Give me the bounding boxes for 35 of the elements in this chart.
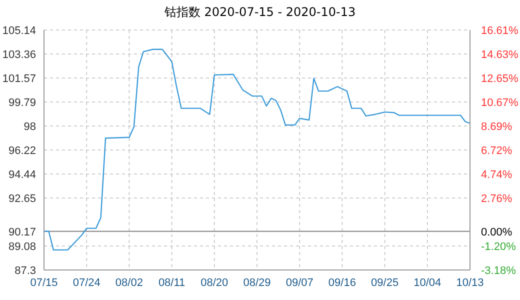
- line-series: [44, 48, 470, 251]
- y-tick-label: 101.57: [2, 72, 36, 85]
- y-tick-label: 103.36: [2, 48, 36, 61]
- y2-tick-label: 16.61%: [481, 25, 519, 37]
- y2-tick-label: 10.67%: [481, 97, 519, 110]
- x-tick-label: 07/24: [72, 276, 100, 289]
- x-tick-label: 08/29: [243, 276, 271, 289]
- x-tick-label: 08/20: [200, 276, 228, 289]
- x-tick-label: 08/11: [158, 276, 186, 289]
- y2-tick-label: 14.63%: [481, 49, 519, 62]
- x-tick-label: 09/07: [286, 276, 314, 289]
- y-tick-label: 92.65: [8, 192, 36, 205]
- y-tick-label: 90.17: [8, 226, 36, 238]
- x-tick-label: 10/13: [456, 276, 484, 289]
- y2-tick-label: 0.00%: [481, 226, 512, 238]
- y-tick-label: 89.08: [8, 240, 36, 253]
- x-tick-label: 09/25: [371, 276, 399, 289]
- x-tick-label: 10/04: [414, 276, 442, 289]
- y-tick-label: 94.44: [8, 168, 36, 181]
- y-tick-label: 96.22: [8, 144, 36, 157]
- y-tick-label: 98: [24, 120, 36, 133]
- y2-tick-label: 8.69%: [481, 121, 512, 134]
- y-tick-label: 99.79: [8, 96, 36, 109]
- x-tick-label: 09/16: [328, 276, 356, 289]
- x-tick-label: 08/02: [115, 276, 143, 289]
- x-tick-label: 07/15: [30, 276, 58, 289]
- y2-tick-label: -3.18%: [481, 265, 516, 277]
- y-tick-label: 87.3: [14, 264, 36, 277]
- chart-title: 钴指数 2020-07-15 - 2020-10-13: [163, 4, 357, 21]
- y2-tick-label: 6.72%: [481, 144, 512, 157]
- y2-tick-label: 4.74%: [481, 168, 512, 181]
- y2-tick-label: -1.20%: [481, 240, 516, 253]
- y2-tick-label: 2.76%: [481, 192, 512, 205]
- y2-tick-label: 12.65%: [481, 73, 519, 86]
- y-tick-label: 105.14: [2, 24, 36, 37]
